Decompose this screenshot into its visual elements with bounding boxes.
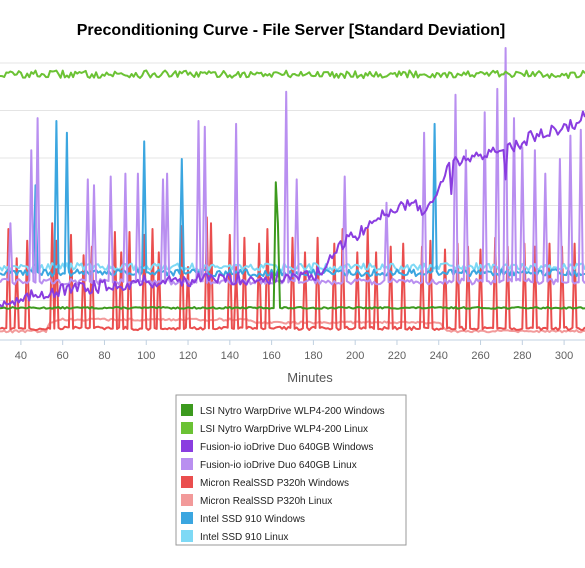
x-tick-label: 60	[57, 350, 69, 362]
legend-swatch	[181, 512, 193, 524]
legend-swatch	[181, 422, 193, 434]
series-line-2	[0, 69, 585, 80]
x-tick-label: 260	[471, 350, 489, 362]
series-line-3	[0, 110, 585, 309]
x-axis-title: Minutes	[287, 370, 333, 385]
legend-swatch	[181, 458, 193, 470]
legend: LSI Nytro WarpDrive WLP4-200 Windows LSI …	[175, 394, 407, 546]
legend-label: Fusion-io ioDrive Duo 640GB Linux	[200, 460, 357, 471]
series-line-4	[0, 47, 585, 286]
legend-label: Intel SSD 910 Linux	[200, 532, 288, 543]
series-line-5	[0, 216, 585, 332]
legend-label: Micron RealSSD P320h Linux	[200, 496, 332, 507]
x-tick-label: 240	[430, 350, 448, 362]
x-tick-label: 80	[98, 350, 110, 362]
gridlines	[0, 62, 585, 301]
x-tick-label: 220	[388, 350, 406, 362]
legend-label: Intel SSD 910 Windows	[200, 514, 305, 525]
legend-swatch	[181, 404, 193, 416]
legend-swatch	[181, 440, 193, 452]
x-axis-ticks: 40 60 80 100 120 140 160 180 200 220 240 260 280 300	[15, 340, 573, 362]
x-tick-label: 120	[179, 350, 197, 362]
x-tick-label: 280	[513, 350, 531, 362]
legend-label: LSI Nytro WarpDrive WLP4-200 Linux	[200, 424, 368, 435]
legend-label: Fusion-io ioDrive Duo 640GB Windows	[200, 442, 373, 453]
legend-swatch	[181, 476, 193, 488]
series-line-1	[0, 181, 585, 310]
x-tick-label: 140	[221, 350, 239, 362]
series-line-6	[0, 317, 585, 334]
plot-series	[0, 47, 585, 334]
x-tick-label: 160	[262, 350, 280, 362]
chart-title: Preconditioning Curve - File Server [Sta…	[77, 22, 506, 39]
x-tick-label: 200	[346, 350, 364, 362]
legend-box	[175, 394, 407, 546]
legend-label: LSI Nytro WarpDrive WLP4-200 Windows	[200, 406, 385, 417]
legend-swatch	[181, 530, 193, 542]
x-tick-label: 300	[555, 350, 573, 362]
legend-swatch	[181, 494, 193, 506]
x-tick-label: 100	[137, 350, 155, 362]
x-tick-label: 40	[15, 350, 27, 362]
x-tick-label: 180	[304, 350, 322, 362]
legend-label: Micron RealSSD P320h Windows	[200, 478, 349, 489]
